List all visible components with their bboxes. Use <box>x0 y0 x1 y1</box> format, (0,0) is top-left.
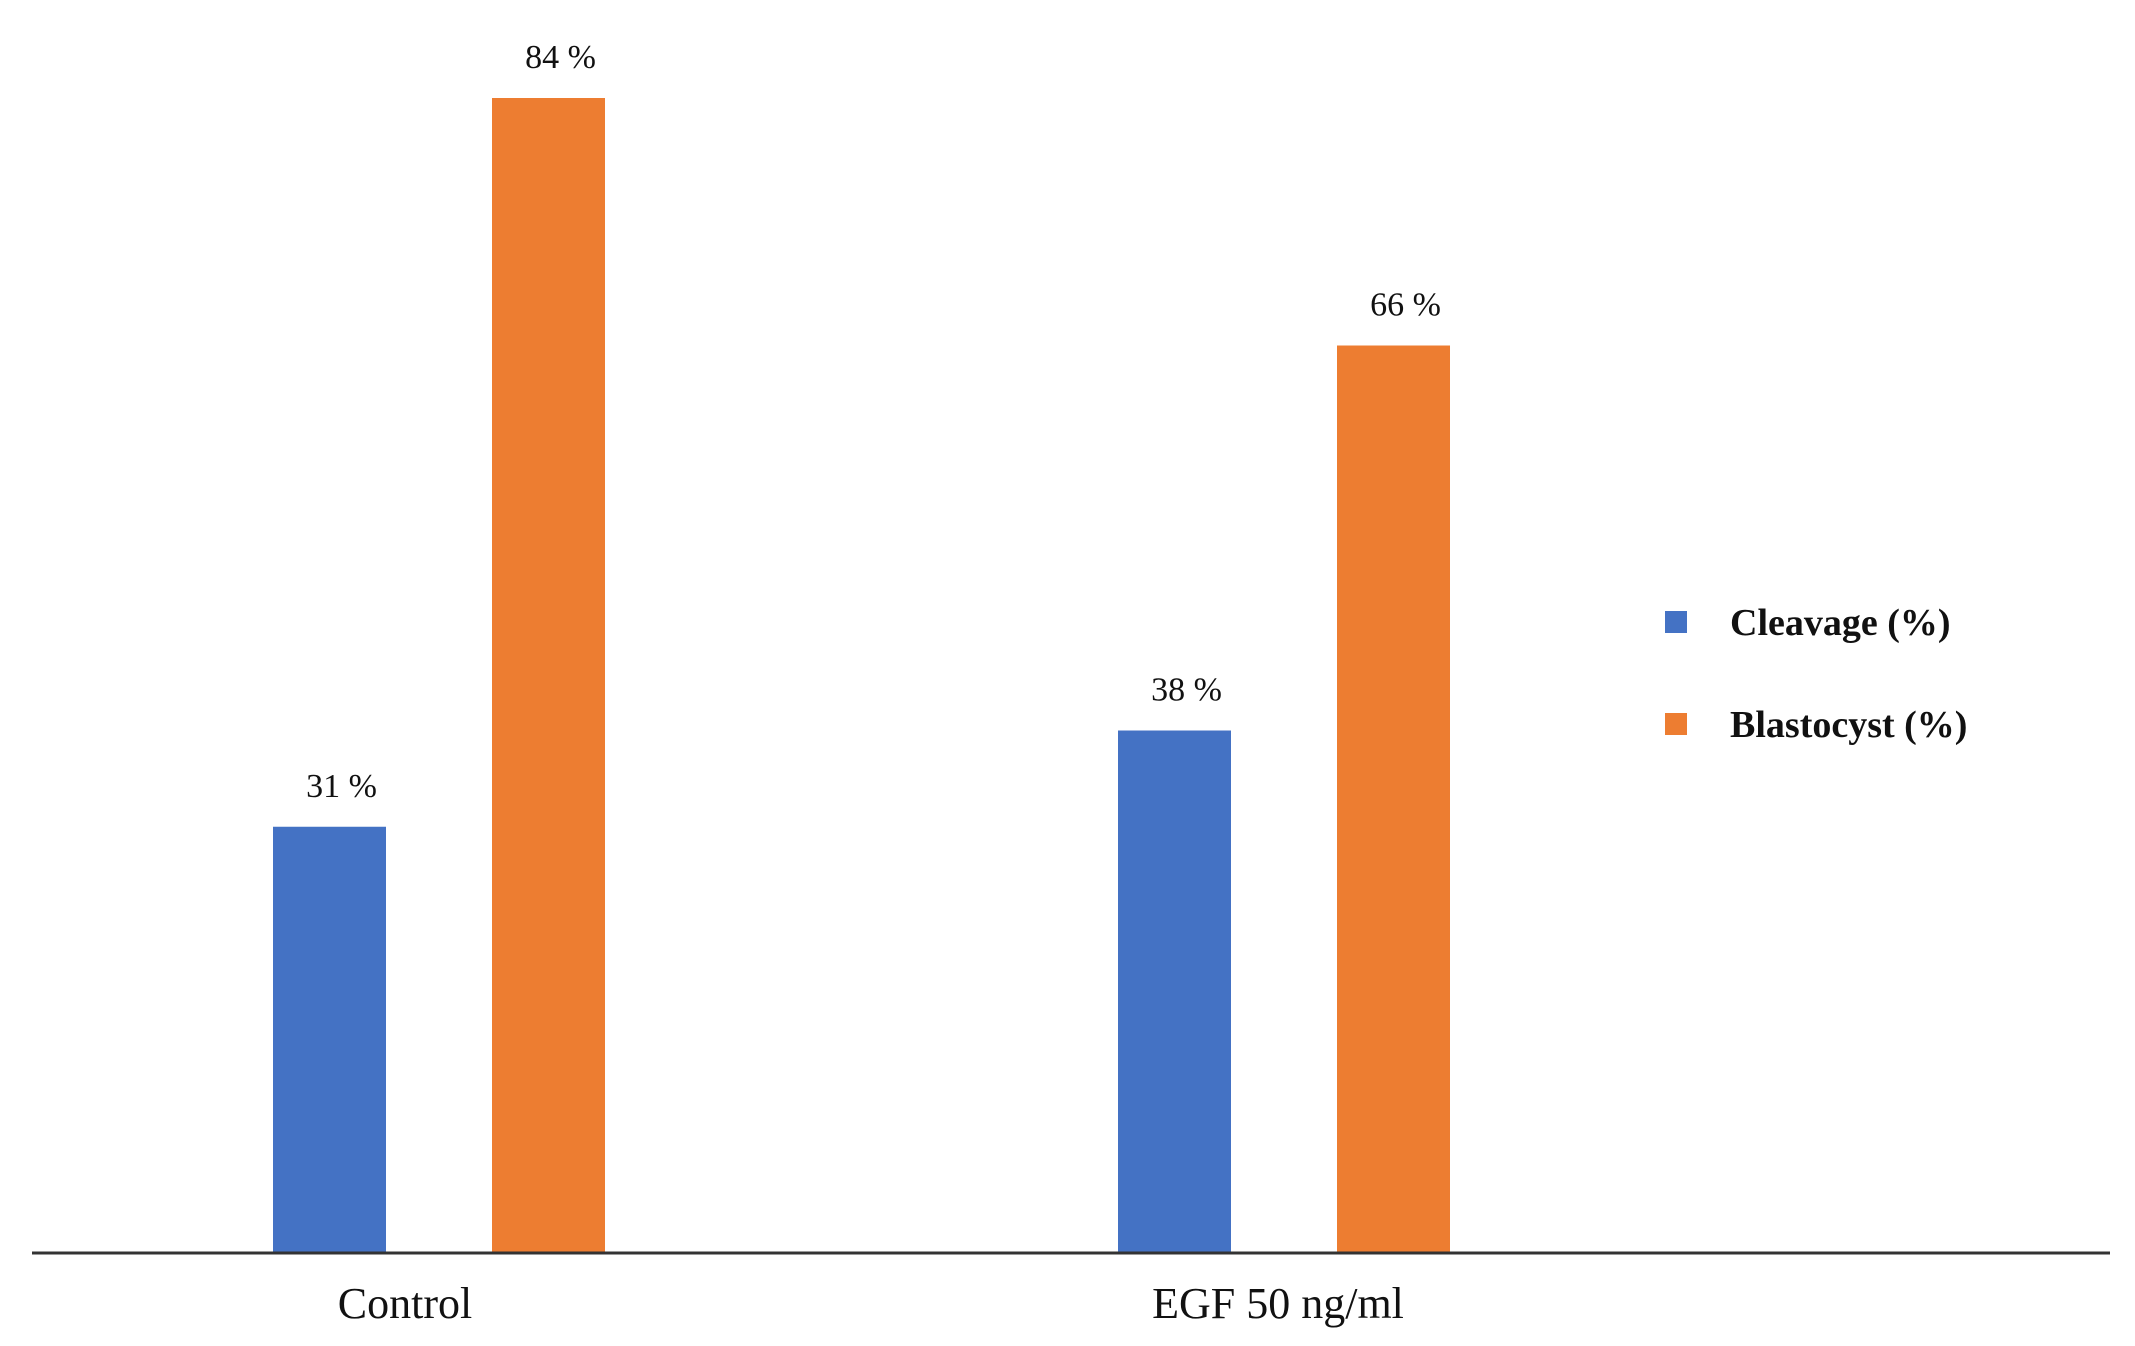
value-label-cleavage-control: 31 % <box>306 768 377 805</box>
bar-cleavage-egf-50-ng-ml <box>1118 730 1231 1253</box>
value-label-blastocyst-egf-50-ng-ml: 66 % <box>1370 287 1441 324</box>
value-label-cleavage-egf-50-ng-ml: 38 % <box>1151 672 1222 709</box>
value-label-blastocyst-control: 84 % <box>525 39 596 76</box>
bar-blastocyst-control <box>492 98 605 1253</box>
legend-label-blastocyst: Blastocyst (%) <box>1730 704 1967 746</box>
legend-swatch-blastocyst <box>1665 713 1687 735</box>
category-label-0: Control <box>338 1279 472 1328</box>
legend-swatch-cleavage <box>1665 611 1687 633</box>
bars-layer <box>273 98 1450 1253</box>
category-labels-layer: Control EGF 50 ng/ml <box>338 1279 1404 1328</box>
legend-label-cleavage: Cleavage (%) <box>1730 602 1951 644</box>
value-labels-layer: 31 % 84 % 38 % 66 % <box>306 39 1441 805</box>
bar-cleavage-control <box>273 826 386 1253</box>
legend: Cleavage (%) Blastocyst (%) <box>1665 602 1967 746</box>
bar-blastocyst-egf-50-ng-ml <box>1337 345 1450 1253</box>
category-label-1: EGF 50 ng/ml <box>1152 1279 1404 1328</box>
